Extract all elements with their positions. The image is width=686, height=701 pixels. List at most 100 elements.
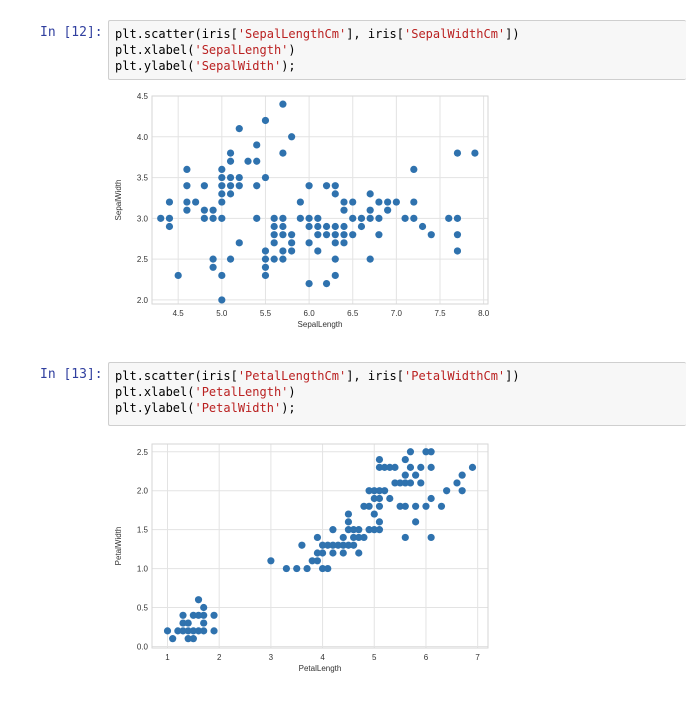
- scatter-point: [339, 541, 347, 549]
- scatter-point: [192, 198, 200, 206]
- x-tick-label: 7: [475, 653, 480, 662]
- plot-area: [152, 96, 488, 304]
- scatter-point: [270, 214, 278, 222]
- scatter-point: [370, 494, 378, 503]
- scatter-point: [261, 173, 270, 182]
- code-input[interactable]: plt.scatter(iris['SepalLengthCm'], iris[…: [108, 20, 686, 80]
- scatter-point: [226, 157, 235, 165]
- code-token: );: [281, 59, 296, 73]
- scatter-point: [375, 214, 383, 222]
- x-tick-label: 3: [269, 653, 274, 662]
- scatter-point: [209, 255, 217, 263]
- scatter-point: [218, 190, 226, 198]
- scatter-point: [437, 502, 446, 510]
- scatter-point: [410, 214, 418, 222]
- scatter-point: [318, 541, 327, 549]
- scatter-point: [261, 247, 270, 255]
- y-tick-label: 2.0: [137, 487, 149, 496]
- scatter-point: [410, 165, 418, 174]
- scatter-point: [314, 231, 322, 239]
- code-token: ): [288, 43, 296, 57]
- scatter-point: [375, 487, 384, 495]
- scatter-point: [226, 173, 235, 182]
- scatter-point: [200, 611, 208, 619]
- scatter-point: [322, 231, 331, 239]
- scatter-point: [410, 198, 418, 206]
- scatter-point: [331, 222, 339, 231]
- scatter-point: [322, 280, 331, 288]
- scatter-point: [318, 549, 327, 557]
- scatter-point: [279, 231, 287, 239]
- y-tick-label: 1.0: [137, 565, 149, 574]
- scatter-point: [331, 239, 339, 247]
- scatter-point: [179, 619, 187, 627]
- scatter-point: [296, 214, 304, 222]
- scatter-point: [200, 603, 208, 612]
- code-token: ]): [505, 369, 520, 383]
- scatter-point: [375, 198, 383, 206]
- chart-output-petal: 1 2 3 4 5 6 7 0.0 0.5 1.0 1.5 2.0 2.5 PetalLength Peta…: [108, 436, 508, 690]
- scatter-point: [288, 133, 296, 141]
- scatter-point: [305, 280, 313, 288]
- scatter-point: [279, 149, 287, 157]
- scatter-point: [365, 526, 373, 534]
- y-tick-label: 2.0: [137, 296, 149, 305]
- scatter-point: [218, 182, 226, 190]
- plot-frame: [151, 95, 489, 305]
- scatter-point: [314, 222, 322, 231]
- scatter-point: [357, 222, 366, 231]
- scatter-point: [349, 198, 357, 206]
- scatter-point: [209, 214, 217, 222]
- scatter-point: [288, 231, 296, 239]
- scatter-point: [313, 557, 322, 565]
- code-line: plt.scatter(iris['PetalLengthCm'], iris[…: [115, 368, 680, 384]
- scatter-point: [226, 255, 235, 263]
- scatter-point: [200, 214, 208, 222]
- scatter-point: [163, 627, 172, 635]
- scatter-point: [305, 182, 313, 190]
- scatter-point: [422, 448, 430, 456]
- y-tick-label: 2.5: [137, 255, 149, 264]
- scatter-point: [370, 526, 378, 534]
- scatter-point: [279, 247, 287, 255]
- x-tick-label: 6.5: [347, 309, 359, 318]
- scatter-point: [445, 214, 453, 222]
- scatter-point: [375, 463, 384, 471]
- scatter-point: [427, 494, 435, 503]
- scatter-point: [349, 214, 357, 222]
- scatter-point: [183, 165, 191, 174]
- scatter-point: [293, 564, 301, 573]
- scatter-point: [357, 214, 366, 222]
- scatter-point: [261, 271, 270, 280]
- scatter-point: [235, 173, 243, 182]
- code-token: ], iris[: [346, 27, 404, 41]
- scatter-point: [422, 502, 430, 510]
- code-token: );: [281, 401, 296, 415]
- scatter-point: [340, 239, 348, 247]
- y-tick-label: 1.5: [137, 526, 149, 535]
- scatter-point: [349, 231, 357, 239]
- scatter-point: [157, 214, 165, 222]
- scatter-point: [344, 541, 353, 549]
- scatter-point: [169, 635, 177, 643]
- scatter-point: [305, 222, 313, 231]
- scatter-point: [471, 149, 479, 157]
- code-input[interactable]: plt.scatter(iris['PetalLengthCm'], iris[…: [108, 362, 686, 426]
- scatter-point: [270, 255, 278, 263]
- scatter-point: [375, 455, 384, 464]
- code-token: plt.scatter(iris[: [115, 369, 238, 383]
- scatter-point: [279, 100, 287, 108]
- scatter-point: [253, 182, 261, 190]
- scatter-point: [329, 549, 337, 557]
- code-line: plt.ylabel('SepalWidth');: [115, 58, 680, 74]
- input-prompt: In [13]:: [40, 367, 103, 382]
- scatter-point: [270, 231, 278, 239]
- code-string-token: 'SepalLength': [194, 43, 289, 57]
- scatter-point: [318, 564, 327, 573]
- x-tick-label: 2: [217, 653, 222, 662]
- code-token: plt.ylabel(: [115, 401, 195, 415]
- x-tick-label: 4.5: [173, 309, 185, 318]
- code-token: plt.scatter(iris[: [115, 27, 238, 41]
- scatter-point: [305, 239, 313, 247]
- scatter-point: [270, 222, 278, 231]
